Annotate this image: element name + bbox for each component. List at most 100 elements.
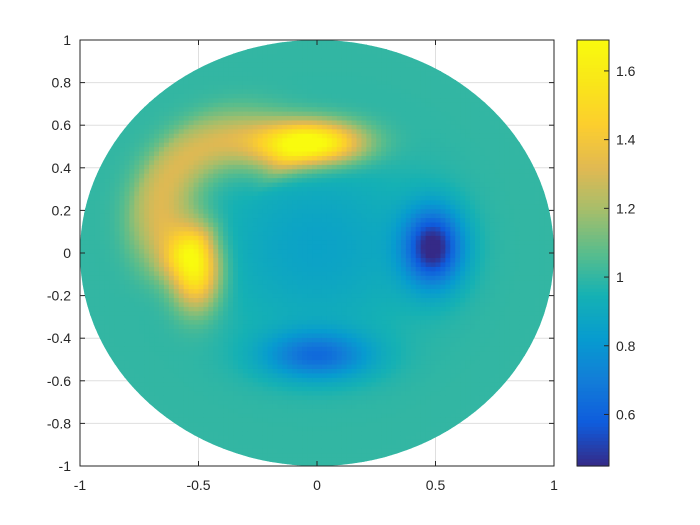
heatmap-cell	[223, 57, 229, 63]
heatmap-cell	[277, 306, 284, 312]
heatmap-cell	[109, 208, 116, 214]
heatmap-cell	[272, 390, 279, 396]
heatmap-cell	[104, 310, 111, 316]
heatmap-cell	[94, 270, 101, 276]
heatmap-cell	[292, 253, 298, 259]
heatmap-cell	[361, 57, 367, 63]
heatmap-cell	[267, 182, 274, 188]
heatmap-cell	[213, 235, 219, 241]
heatmap-cell	[287, 182, 293, 188]
heatmap-cell	[272, 359, 279, 365]
heatmap-cell	[312, 57, 318, 63]
heatmap-cell	[242, 386, 249, 392]
heatmap-cell	[159, 208, 165, 214]
heatmap-cell	[139, 266, 145, 272]
heatmap-cell	[114, 319, 121, 325]
heatmap-cell	[341, 452, 348, 458]
heatmap-cell	[139, 199, 145, 205]
heatmap-cell	[168, 261, 175, 267]
heatmap-cell	[188, 106, 195, 112]
heatmap-cell	[159, 111, 165, 117]
heatmap-cell	[361, 84, 367, 90]
heatmap-cell	[326, 44, 333, 50]
heatmap-cell	[341, 363, 348, 369]
heatmap-cell	[203, 150, 209, 156]
heatmap-cell	[257, 328, 264, 334]
heatmap-cell	[336, 71, 343, 77]
heatmap-cell	[331, 199, 338, 205]
heatmap-cell	[104, 306, 111, 312]
heatmap-cell	[252, 253, 259, 259]
heatmap-cell	[361, 288, 367, 294]
heatmap-cell	[336, 159, 343, 165]
heatmap-cell	[341, 315, 348, 321]
heatmap-cell	[346, 266, 353, 272]
heatmap-cell	[282, 66, 288, 72]
heatmap-cell	[168, 244, 175, 250]
heatmap-cell	[317, 408, 323, 414]
heatmap-cell	[94, 244, 101, 250]
heatmap-cell	[213, 248, 219, 254]
heatmap-cell	[218, 426, 224, 432]
heatmap-cell	[366, 257, 372, 263]
heatmap-cell	[292, 403, 298, 409]
heatmap-cell	[183, 417, 190, 423]
heatmap-cell	[267, 102, 274, 108]
heatmap-cell	[84, 239, 91, 245]
heatmap-cell	[331, 133, 338, 139]
heatmap-cell	[238, 128, 244, 134]
heatmap-cell	[312, 261, 318, 267]
heatmap-cell	[154, 279, 160, 285]
heatmap-cell	[134, 261, 140, 267]
heatmap-cell	[351, 288, 358, 294]
heatmap-cell	[321, 359, 328, 365]
heatmap-cell	[228, 53, 234, 59]
heatmap-cell	[257, 111, 264, 117]
heatmap-cell	[312, 350, 318, 356]
heatmap-cell	[262, 452, 269, 458]
heatmap-cell	[242, 443, 249, 449]
heatmap-cell	[223, 75, 229, 81]
heatmap-cell	[188, 230, 195, 236]
heatmap-cell	[238, 48, 244, 54]
heatmap-cell	[371, 359, 377, 365]
heatmap-cell	[139, 288, 145, 294]
heatmap-cell	[292, 137, 298, 143]
heatmap-cell	[376, 372, 382, 378]
heatmap-cell	[238, 395, 244, 401]
heatmap-cell	[356, 84, 363, 90]
heatmap-cell	[287, 102, 293, 108]
heatmap-cell	[346, 377, 353, 383]
heatmap-cell	[178, 97, 185, 103]
heatmap-cell	[208, 390, 214, 396]
heatmap-cell	[356, 226, 363, 232]
heatmap-cell	[203, 403, 209, 409]
heatmap-cell	[119, 284, 126, 290]
heatmap-cell	[321, 226, 328, 232]
heatmap-cell	[282, 253, 288, 259]
heatmap-cell	[292, 159, 298, 165]
heatmap-cell	[336, 230, 343, 236]
heatmap-cell	[173, 390, 180, 396]
heatmap-cell	[287, 279, 293, 285]
heatmap-cell	[208, 257, 214, 263]
heatmap-cell	[371, 239, 377, 245]
heatmap-cell	[312, 88, 318, 94]
heatmap-cell	[307, 40, 313, 46]
heatmap-cell	[159, 390, 165, 396]
heatmap-cell	[341, 443, 348, 449]
heatmap-cell	[366, 66, 372, 72]
heatmap-cell	[144, 253, 150, 259]
heatmap-cell	[233, 88, 239, 94]
heatmap-cell	[272, 230, 279, 236]
heatmap-cell	[218, 279, 224, 285]
heatmap-cell	[188, 124, 195, 130]
heatmap-cell	[198, 88, 205, 94]
heatmap-cell	[188, 226, 195, 232]
heatmap-cell	[129, 310, 135, 316]
heatmap-cell	[134, 124, 140, 130]
heatmap-cell	[154, 177, 160, 183]
heatmap-cell	[302, 168, 308, 174]
heatmap-cell	[114, 332, 121, 338]
heatmap-cell	[346, 324, 353, 330]
